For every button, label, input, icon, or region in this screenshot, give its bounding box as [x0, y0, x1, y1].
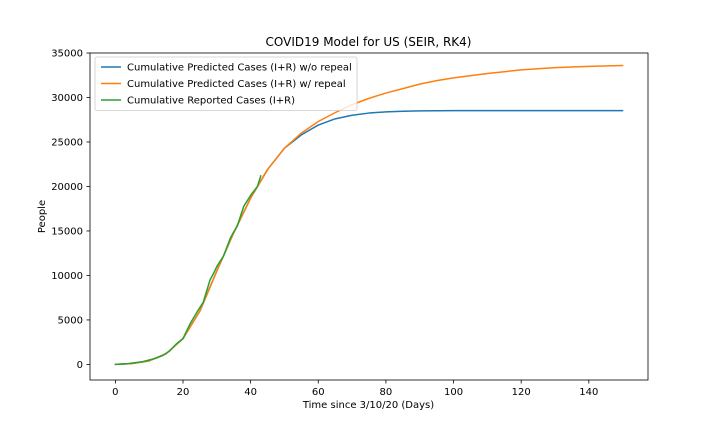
x-tick-label: 60 [312, 387, 325, 398]
chart-title: COVID19 Model for US (SEIR, RK4) [266, 35, 472, 49]
plot-frame [89, 52, 649, 381]
x-axis-label: Time since 3/10/20 (Days) [302, 400, 434, 411]
y-tick-label: 35000 [51, 49, 83, 60]
series-line-3 [114, 175, 262, 366]
y-axis-label: People [37, 200, 48, 233]
x-tick-label: 140 [579, 387, 598, 398]
y-tick-label: 15000 [51, 226, 83, 237]
y-tick-label: 10000 [51, 271, 83, 282]
plot-area [89, 52, 649, 381]
y-tick-label: 30000 [51, 93, 83, 104]
x-tick-label: 40 [244, 387, 257, 398]
x-tick-label: 20 [177, 387, 190, 398]
legend-label: Cumulative Predicted Cases (I+R) w/o rep… [127, 63, 352, 74]
x-tick-label: 0 [112, 387, 118, 398]
x-tick-label: 120 [512, 387, 531, 398]
x-axis: 0 20 40 60 80 100 120 140 [112, 380, 598, 398]
legend: Cumulative Predicted Cases (I+R) w/o rep… [94, 56, 358, 111]
x-tick-label: 80 [380, 387, 393, 398]
y-tick-label: 25000 [51, 137, 83, 148]
legend-label: Cumulative Reported Cases (I+R) [127, 96, 295, 107]
y-axis: 0 5000 10000 15000 20000 25000 30000 35000 [51, 49, 90, 371]
y-tick-label: 5000 [58, 315, 83, 326]
y-tick-label: 20000 [51, 182, 83, 193]
y-tick-label: 0 [77, 360, 83, 371]
x-tick-label: 100 [444, 387, 463, 398]
legend-label: Cumulative Predicted Cases (I+R) w/ repe… [127, 79, 346, 90]
legend-box [94, 56, 358, 111]
